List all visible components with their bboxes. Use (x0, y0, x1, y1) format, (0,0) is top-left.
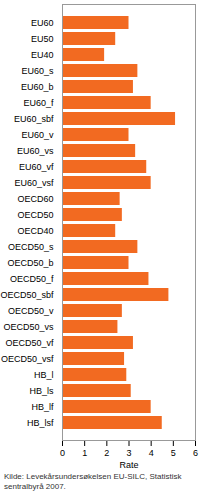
svg-text:6: 6 (193, 448, 198, 458)
svg-text:Rate: Rate (119, 460, 138, 470)
svg-text:OECD50: OECD50 (17, 210, 53, 220)
svg-text:OECD50_vs: OECD50_vs (3, 322, 54, 332)
svg-text:1: 1 (82, 448, 87, 458)
svg-text:4: 4 (149, 448, 154, 458)
svg-text:2: 2 (104, 448, 109, 458)
svg-text:HB_ls: HB_ls (29, 386, 54, 396)
html-text:Kilde: Levekårsundersøkelsen E: Kilde: Levekårsundersøkelsen EU-SILC, St… (4, 472, 182, 491)
svg-text:EU60_s: EU60_s (21, 66, 54, 76)
svg-text:EU60: EU60 (31, 18, 54, 28)
svg-text:OECD50_b: OECD50_b (7, 258, 53, 268)
svg-text:EU60_b: EU60_b (21, 82, 54, 92)
svg-text:OECD40: OECD40 (17, 226, 53, 236)
svg-text:3: 3 (126, 448, 131, 458)
svg-text:OECD60: OECD60 (17, 194, 53, 204)
svg-text:EU60_f: EU60_f (23, 98, 54, 108)
svg-text:HB_lf: HB_lf (31, 402, 54, 412)
svg-text:HB_lsf: HB_lsf (27, 418, 54, 428)
svg-text:OECD50_f: OECD50_f (10, 274, 54, 284)
svg-text:EU60_sbf: EU60_sbf (14, 114, 54, 124)
svg-text:EU60_vs: EU60_vs (17, 146, 54, 156)
svg-text:OECD50_vsf: OECD50_vsf (1, 354, 54, 364)
svg-text:OECD50_s: OECD50_s (8, 242, 54, 252)
svg-text:0: 0 (60, 448, 65, 458)
svg-text:EU60_vf: EU60_vf (19, 162, 54, 172)
svg-text:EU50: EU50 (31, 34, 54, 44)
svg-text:EU60_v: EU60_v (21, 130, 54, 140)
svg-text:5: 5 (171, 448, 176, 458)
svg-text:HB_l: HB_l (34, 370, 54, 380)
svg-text:EU60_vsf: EU60_vsf (14, 178, 54, 188)
svg-text:EU40: EU40 (31, 50, 54, 60)
svg-text:OECD50_sbf: OECD50_sbf (0, 290, 54, 300)
svg-text:OECD50_v: OECD50_v (8, 306, 54, 316)
svg-text:OECD50_vf: OECD50_vf (5, 338, 54, 348)
